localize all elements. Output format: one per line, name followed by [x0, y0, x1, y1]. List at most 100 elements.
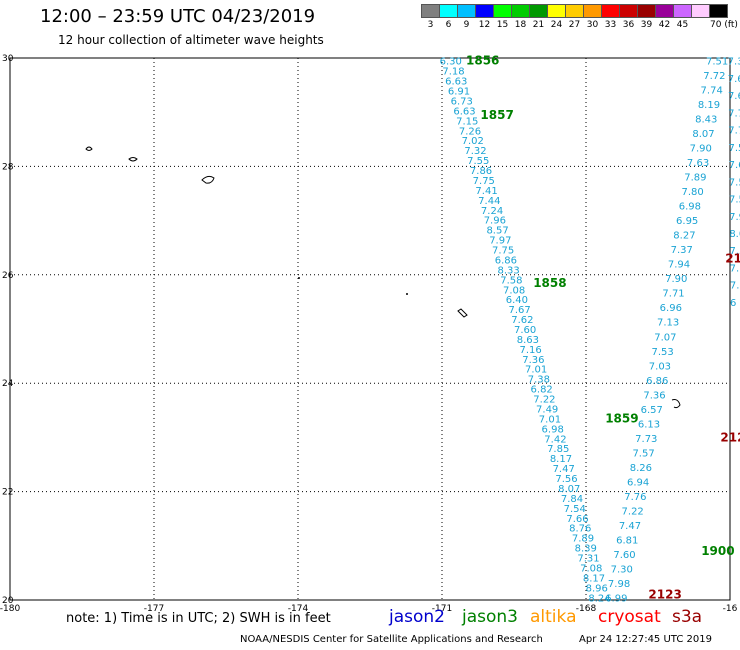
wave-height-value: 7.47: [553, 464, 575, 475]
wave-height-value: 7.08: [503, 285, 525, 296]
wave-height-value: 7.02: [462, 136, 484, 147]
wave-height-value: 7.3: [730, 281, 740, 292]
scale-label: 36: [622, 20, 635, 30]
scale-swatch: [709, 4, 728, 18]
wave-height-value: 7.62: [511, 315, 533, 326]
wave-height-value: 7.15: [456, 116, 478, 127]
wave-height-value: 7.30: [611, 564, 633, 575]
pass-time-label: 1900: [701, 544, 734, 558]
pass-time-label: 2122: [720, 430, 740, 444]
wave-height-value: 7.22: [622, 506, 644, 517]
pass-time-label: 1859: [605, 411, 638, 425]
wave-height-value: 8.03: [729, 229, 740, 240]
wave-height-value: 6.57: [641, 405, 663, 416]
scale-label: 39: [640, 20, 653, 30]
wave-height-value: 8.19: [698, 100, 720, 111]
scale-label: 33: [604, 20, 617, 30]
scale-label: 15: [496, 20, 509, 30]
wave-height-value: 7.36: [643, 390, 665, 401]
wave-height-value: 7.47: [619, 521, 641, 532]
wave-height-value: 7.60: [514, 325, 536, 336]
wave-height-value: 8.17: [583, 573, 605, 584]
wave-height-value: 7.90: [665, 274, 687, 285]
wave-height-value: 7.54: [564, 504, 586, 515]
wave-height-value: 8.17: [550, 454, 572, 465]
wave-height-value: 7.01: [539, 414, 561, 425]
lon-tick-label: -174: [288, 604, 309, 614]
wave-height-value: 7.58: [500, 275, 522, 286]
map-title: 12:00 – 23:59 UTC 04/23/2019: [40, 6, 316, 27]
wave-height-value: 7.75: [473, 176, 495, 187]
lon-tick-label: -16: [723, 604, 738, 614]
wave-height-value: 7.38: [528, 375, 550, 386]
lon-tick-label: -171: [432, 604, 452, 614]
wave-height-value: 7.71: [662, 289, 684, 300]
island-shape: [128, 157, 138, 162]
island-shape: [406, 293, 408, 295]
pass-time-label: 1856: [466, 54, 499, 68]
map-subtitle: 12 hour collection of altimeter wave hei…: [58, 33, 324, 47]
wave-height-value: 7.3: [730, 263, 740, 274]
legend-s3a: s3a: [672, 607, 703, 627]
island-shape: [298, 277, 300, 279]
wave-height-value: 7.22: [533, 395, 555, 406]
wave-height-value: 6.99: [605, 593, 627, 604]
wave-height-value: 7.85: [547, 444, 569, 455]
wave-height-value: 7.07: [654, 332, 676, 343]
scale-label: 21: [532, 20, 545, 30]
wave-height-value: 6.94: [627, 477, 649, 488]
wave-height-value: 6.81: [616, 535, 638, 546]
lat-tick-label: 24: [2, 379, 14, 389]
wave-height-value: 7.01: [525, 365, 547, 376]
wave-height-value: 7.73: [635, 434, 657, 445]
scale-label: 6: [445, 20, 452, 30]
footer-timestamp: Apr 24 12:27:45 UTC 2019: [579, 634, 712, 645]
wave-height-value: 6.82: [531, 385, 553, 396]
scale-label: 45: [676, 20, 689, 30]
wave-height-value: 7.3: [728, 57, 740, 68]
wave-height-value: 8.07: [558, 484, 580, 495]
wave-height-value: 8.24: [588, 593, 610, 604]
wave-height-value: 6.63: [453, 106, 475, 117]
wave-height-value: 7.36: [522, 355, 544, 366]
wave-height-value: 7.97: [489, 236, 511, 247]
wave-height-value: 7.75: [492, 246, 514, 257]
scale-unit: 70 (ft): [710, 20, 738, 30]
island-shape: [85, 146, 93, 151]
wave-height-value: 7.41: [475, 186, 497, 197]
wave-height-value: 6: [730, 298, 736, 309]
wave-height-value: 8.96: [586, 583, 608, 594]
wave-height-value: 7.49: [536, 404, 558, 415]
wave-height-value: 6.96: [660, 303, 682, 314]
wave-height-value: 7.51: [706, 57, 728, 68]
wave-height-value: 7.18: [442, 67, 464, 78]
map-frame: [9, 57, 731, 601]
scale-label: 27: [568, 20, 581, 30]
wave-height-value: 6.98: [542, 424, 564, 435]
wave-height-value: 8.26: [630, 463, 652, 474]
wave-height-value: 6.73: [451, 96, 473, 107]
island-shape: [457, 308, 468, 318]
wave-height-value: 6.95: [676, 216, 698, 227]
wave-height-value: 8.27: [673, 231, 695, 242]
wave-height-value: 7.53: [729, 177, 740, 188]
lon-tick-label: -177: [144, 604, 164, 614]
wave-height-value: 7.74: [728, 126, 740, 137]
wave-height-value: 7.60: [613, 550, 635, 561]
legend-jason2: jason2: [389, 607, 445, 627]
wave-height-value: 7.57: [632, 448, 654, 459]
wave-height-value: 7.90: [690, 144, 712, 155]
wave-height-value: 6.91: [448, 87, 470, 98]
wave-height-value: 7.13: [657, 318, 679, 329]
wave-height-value: 6.98: [679, 202, 701, 213]
scale-label: 9: [463, 20, 470, 30]
pass-time-label: 1858: [533, 276, 566, 290]
wave-height-value: 7.86: [470, 166, 492, 177]
island-shape: [671, 399, 681, 409]
island-shape: [201, 175, 215, 184]
scale-label: 18: [514, 20, 527, 30]
wave-height-value: 7.65: [728, 74, 740, 85]
wave-height-value: 7.32: [464, 146, 486, 157]
